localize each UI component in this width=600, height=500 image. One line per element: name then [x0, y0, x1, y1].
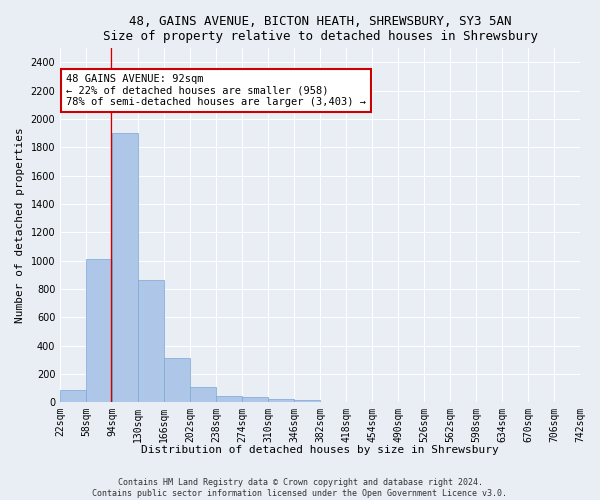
Bar	[268, 398, 294, 402]
Bar	[242, 397, 268, 402]
Bar	[216, 396, 242, 402]
Bar	[294, 400, 320, 402]
Bar	[164, 358, 190, 402]
Bar	[86, 259, 112, 402]
Bar	[138, 280, 164, 402]
Bar	[190, 386, 216, 402]
Bar	[112, 133, 138, 402]
Bar	[60, 390, 86, 402]
X-axis label: Distribution of detached houses by size in Shrewsbury: Distribution of detached houses by size …	[141, 445, 499, 455]
Y-axis label: Number of detached properties: Number of detached properties	[15, 128, 25, 323]
Text: 48 GAINS AVENUE: 92sqm
← 22% of detached houses are smaller (958)
78% of semi-de: 48 GAINS AVENUE: 92sqm ← 22% of detached…	[66, 74, 366, 107]
Text: Contains HM Land Registry data © Crown copyright and database right 2024.
Contai: Contains HM Land Registry data © Crown c…	[92, 478, 508, 498]
Title: 48, GAINS AVENUE, BICTON HEATH, SHREWSBURY, SY3 5AN
Size of property relative to: 48, GAINS AVENUE, BICTON HEATH, SHREWSBU…	[103, 15, 538, 43]
